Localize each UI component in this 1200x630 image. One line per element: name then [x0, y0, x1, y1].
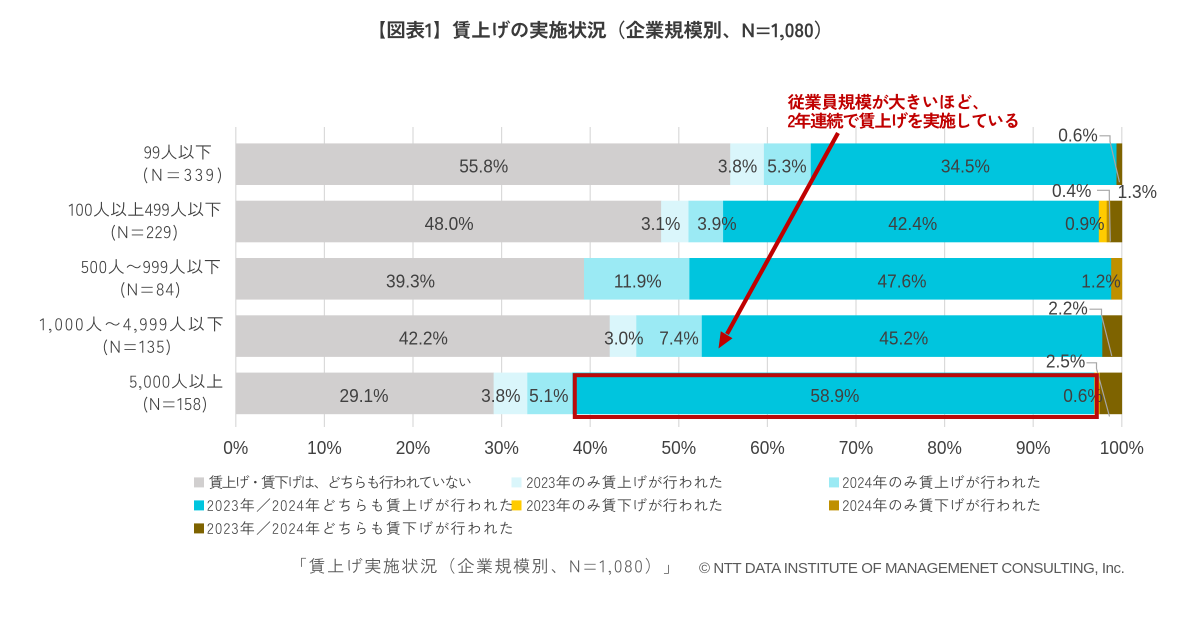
svg-text:47.6%: 47.6%	[878, 270, 927, 291]
svg-text:55.8%: 55.8%	[459, 156, 508, 177]
svg-text:0%: 0%	[223, 437, 248, 458]
svg-text:42.4%: 42.4%	[888, 213, 937, 234]
svg-text:40%: 40%	[573, 437, 608, 458]
svg-text:2.5%: 2.5%	[1046, 351, 1085, 372]
svg-text:© NTT DATA INSTITUTE OF MANAGE: © NTT DATA INSTITUTE OF MANAGEMENET CONS…	[699, 560, 1124, 577]
svg-text:10%: 10%	[307, 437, 342, 458]
svg-text:11.9%: 11.9%	[614, 270, 662, 291]
svg-text:1.3%: 1.3%	[1118, 181, 1157, 202]
svg-text:3.9%: 3.9%	[697, 213, 736, 234]
svg-text:3.0%: 3.0%	[604, 328, 643, 349]
svg-text:80%: 80%	[927, 437, 962, 458]
svg-text:42.2%: 42.2%	[399, 328, 448, 349]
svg-text:100%: 100%	[1100, 437, 1144, 458]
svg-text:70%: 70%	[839, 437, 874, 458]
svg-text:45.2%: 45.2%	[879, 328, 928, 349]
svg-text:34.5%: 34.5%	[941, 156, 990, 177]
svg-text:3.1%: 3.1%	[641, 213, 680, 234]
svg-text:5.1%: 5.1%	[529, 385, 568, 406]
svg-text:48.0%: 48.0%	[425, 213, 474, 234]
svg-text:0.9%: 0.9%	[1065, 213, 1104, 234]
svg-text:39.3%: 39.3%	[386, 270, 435, 291]
svg-text:3.8%: 3.8%	[481, 385, 520, 406]
svg-text:29.1%: 29.1%	[340, 385, 389, 406]
svg-text:90%: 90%	[1016, 437, 1051, 458]
svg-text:0.4%: 0.4%	[1052, 180, 1091, 201]
svg-text:20%: 20%	[396, 437, 431, 458]
svg-text:30%: 30%	[484, 437, 519, 458]
svg-text:60%: 60%	[750, 437, 785, 458]
svg-text:7.4%: 7.4%	[659, 328, 698, 349]
svg-text:50%: 50%	[662, 437, 697, 458]
svg-text:0.6%: 0.6%	[1063, 385, 1102, 406]
svg-text:5.3%: 5.3%	[767, 156, 806, 177]
svg-text:2.2%: 2.2%	[1048, 298, 1087, 319]
svg-text:58.9%: 58.9%	[810, 385, 859, 406]
svg-text:3.8%: 3.8%	[718, 156, 757, 177]
svg-text:1.2%: 1.2%	[1081, 270, 1120, 291]
svg-text:0.6%: 0.6%	[1058, 124, 1097, 145]
